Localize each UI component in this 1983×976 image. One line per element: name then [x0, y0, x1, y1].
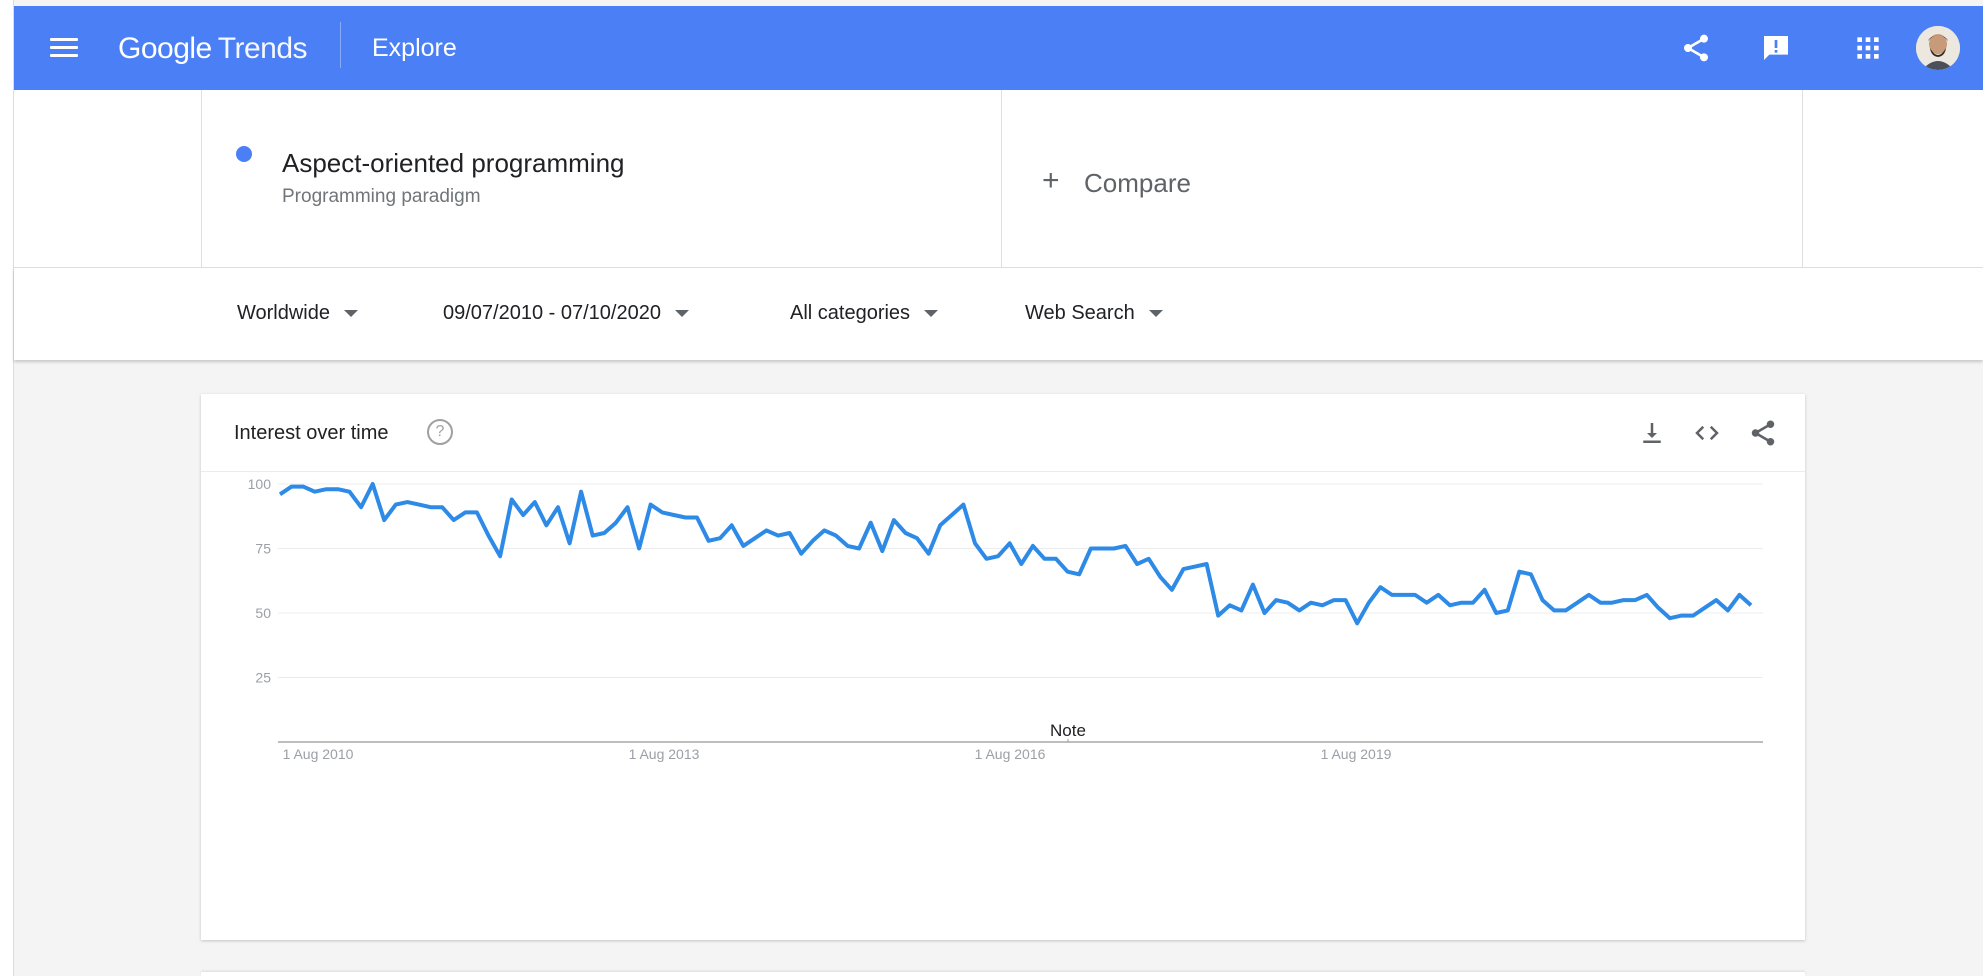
- term-title: Aspect-oriented programming: [282, 148, 625, 178]
- page-title: Explore: [372, 34, 457, 62]
- geo-filter-dropdown[interactable]: Worldwide: [237, 302, 358, 325]
- y-tick-label: 50: [255, 605, 271, 621]
- header-divider: [340, 22, 341, 68]
- term-color-dot: [236, 146, 252, 162]
- x-tick-label: 1 Aug 2019: [1321, 746, 1392, 762]
- plus-icon: +: [1042, 164, 1060, 197]
- logo-trends-text: Trends: [217, 32, 308, 65]
- caret-down-icon: [1148, 310, 1163, 317]
- share-icon[interactable]: [1748, 418, 1778, 448]
- search-term-strip: Aspect-oriented programming Programming …: [14, 90, 1983, 268]
- google-trends-logo[interactable]: Google Trends: [118, 32, 308, 66]
- download-icon[interactable]: [1637, 418, 1667, 448]
- category-filter-dropdown[interactable]: All categories: [790, 302, 939, 325]
- window-edge: [0, 0, 14, 976]
- caret-down-icon: [924, 310, 939, 317]
- x-tick-label: 1 Aug 2010: [283, 746, 354, 762]
- embed-icon[interactable]: [1692, 418, 1722, 448]
- geo-filter-label: Worldwide: [237, 302, 330, 324]
- search-term-card[interactable]: Aspect-oriented programming Programming …: [201, 90, 1002, 268]
- compare-label: Compare: [1084, 168, 1191, 198]
- help-icon[interactable]: ?: [427, 419, 453, 445]
- y-tick-label: 100: [248, 476, 272, 492]
- y-tick-label: 75: [255, 541, 271, 557]
- search-type-filter-dropdown[interactable]: Web Search: [1025, 302, 1163, 325]
- chart-gridlines: [278, 483, 1763, 743]
- caret-down-icon: [344, 310, 358, 317]
- filter-bar: Worldwide 09/07/2010 - 07/10/2020 All ca…: [14, 268, 1983, 360]
- chart-annotations: Note: [1050, 721, 1086, 742]
- date-filter-label: 09/07/2010 - 07/10/2020: [443, 302, 661, 324]
- card-header: Interest over time ?: [201, 394, 1805, 472]
- menu-icon[interactable]: [50, 38, 78, 58]
- next-card-edge: [201, 972, 1805, 976]
- search-type-filter-label: Web Search: [1025, 302, 1135, 324]
- top-app-bar: Google Trends Explore: [14, 6, 1983, 90]
- date-filter-dropdown[interactable]: 09/07/2010 - 07/10/2020: [443, 302, 689, 325]
- share-icon[interactable]: [1680, 32, 1712, 64]
- apps-icon[interactable]: [1852, 32, 1884, 64]
- caret-down-icon: [674, 310, 689, 317]
- interest-line-chart[interactable]: 25 50 75 100 1 Aug 2010 1 Aug 2013 1 Aug 2016…: [201, 472, 1805, 940]
- interest-over-time-card: Interest over time ? 25 50 75 100 1 Aug 201…: [201, 394, 1805, 940]
- category-filter-label: All categories: [790, 302, 911, 324]
- y-tick-label: 25: [255, 670, 271, 686]
- feedback-icon[interactable]: [1760, 32, 1792, 64]
- term-subtitle: Programming paradigm: [282, 186, 481, 207]
- x-tick-label: 1 Aug 2016: [975, 746, 1046, 762]
- x-tick-label: 1 Aug 2013: [629, 746, 700, 762]
- compare-button[interactable]: + Compare: [1002, 90, 1803, 268]
- logo-google-text: Google: [118, 32, 212, 65]
- series-line[interactable]: [278, 482, 1753, 626]
- y-tick-labels: 25 50 75 100: [248, 476, 272, 686]
- card-title: Interest over time: [234, 422, 389, 444]
- x-tick-labels: 1 Aug 2010 1 Aug 2013 1 Aug 2016 1 Aug 2019: [283, 746, 1392, 762]
- avatar[interactable]: [1916, 26, 1960, 70]
- chart-series: [278, 482, 1753, 626]
- note-annotation[interactable]: Note: [1050, 721, 1086, 740]
